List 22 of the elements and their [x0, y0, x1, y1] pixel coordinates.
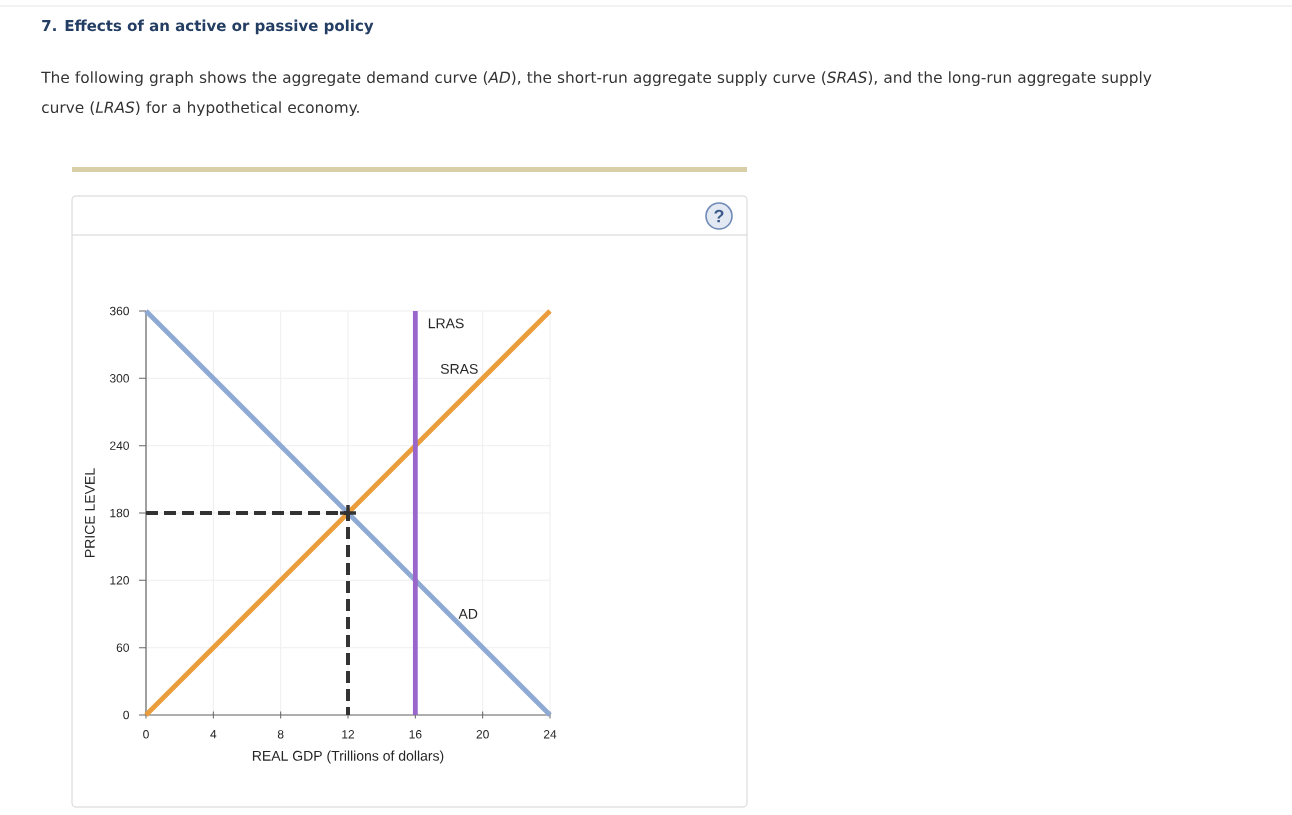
text: The following graph shows the aggregate demand curve (AD), the short-run aggregate supply curve (SRAS), and the long-run aggregate supply curve (LRAS) for a hypothetical economy. [41, 71, 1152, 117]
y-axis-title: PRICE LEVEL [84, 468, 95, 557]
y-tick-label: 60 [116, 643, 130, 652]
y-tick-label: 0 [123, 710, 130, 720]
y-tick-label: 240 [110, 441, 130, 450]
x-tick-label: 0 [143, 730, 149, 739]
x-tick-label: 20 [476, 730, 489, 739]
x-tick-label: 12 [342, 730, 355, 739]
y-tick-label: 120 [110, 576, 130, 585]
series-label: AD [458, 609, 478, 619]
x-tick-label: 16 [409, 730, 422, 739]
series-label: SRAS [440, 363, 478, 374]
y-tick-label: 300 [109, 374, 130, 383]
chart-title: 7. Effects of an active or passive policy [42, 19, 374, 35]
y-tick-label: 180 [110, 508, 130, 518]
x-tick-label: 8 [277, 730, 284, 739]
x-axis-title: REAL GDP (Trillions of dollars) [252, 750, 444, 764]
series-label: LRAS [428, 318, 464, 329]
text: ? [714, 209, 724, 223]
y-tick-label: 360 [109, 306, 130, 316]
x-tick-label: 24 [543, 730, 557, 739]
x-tick-label: 4 [210, 730, 217, 739]
